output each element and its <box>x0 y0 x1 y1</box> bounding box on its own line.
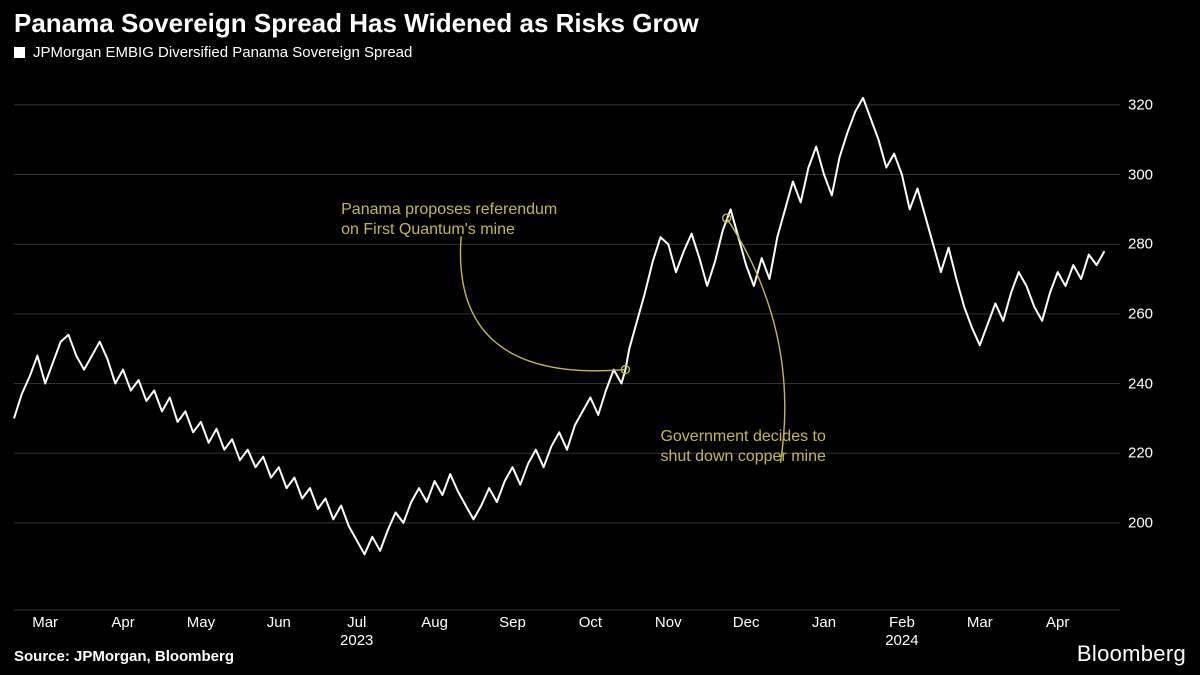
x-tick-label: Sep <box>499 614 526 631</box>
y-tick-label: 320 <box>1128 96 1153 113</box>
x-tick-label: Jun <box>267 614 291 631</box>
x-tick-label: Jan <box>812 614 836 631</box>
x-tick-label: Feb <box>889 614 915 631</box>
y-tick-label: 240 <box>1128 375 1153 392</box>
chart-svg <box>0 0 1200 675</box>
y-tick-label: 260 <box>1128 305 1153 322</box>
x-tick-label: Jul <box>347 614 366 631</box>
source-text: Source: JPMorgan, Bloomberg <box>14 648 234 665</box>
brand-label: Bloomberg <box>1077 641 1186 667</box>
x-tick-label: Oct <box>579 614 602 631</box>
x-tick-label: Mar <box>32 614 58 631</box>
annotation-leader <box>460 236 625 370</box>
x-tick-label: Apr <box>111 614 134 631</box>
annotation-referendum: Panama proposes referendumon First Quant… <box>341 200 557 240</box>
y-tick-label: 300 <box>1128 166 1153 183</box>
annotation-shutdown: Government decides toshut down copper mi… <box>660 427 825 467</box>
x-tick-label: Aug <box>421 614 448 631</box>
y-tick-label: 280 <box>1128 236 1153 253</box>
x-tick-label: Apr <box>1046 614 1069 631</box>
x-tick-label: May <box>187 614 215 631</box>
x-tick-label: Nov <box>655 614 682 631</box>
x-tick-label: Dec <box>733 614 760 631</box>
x-year-label: 2023 <box>340 632 373 649</box>
y-tick-label: 200 <box>1128 514 1153 531</box>
y-tick-label: 220 <box>1128 445 1153 462</box>
x-tick-label: Mar <box>967 614 993 631</box>
spread-line <box>14 98 1104 554</box>
chart-container: Panama Sovereign Spread Has Widened as R… <box>0 0 1200 675</box>
x-year-label: 2024 <box>885 632 918 649</box>
